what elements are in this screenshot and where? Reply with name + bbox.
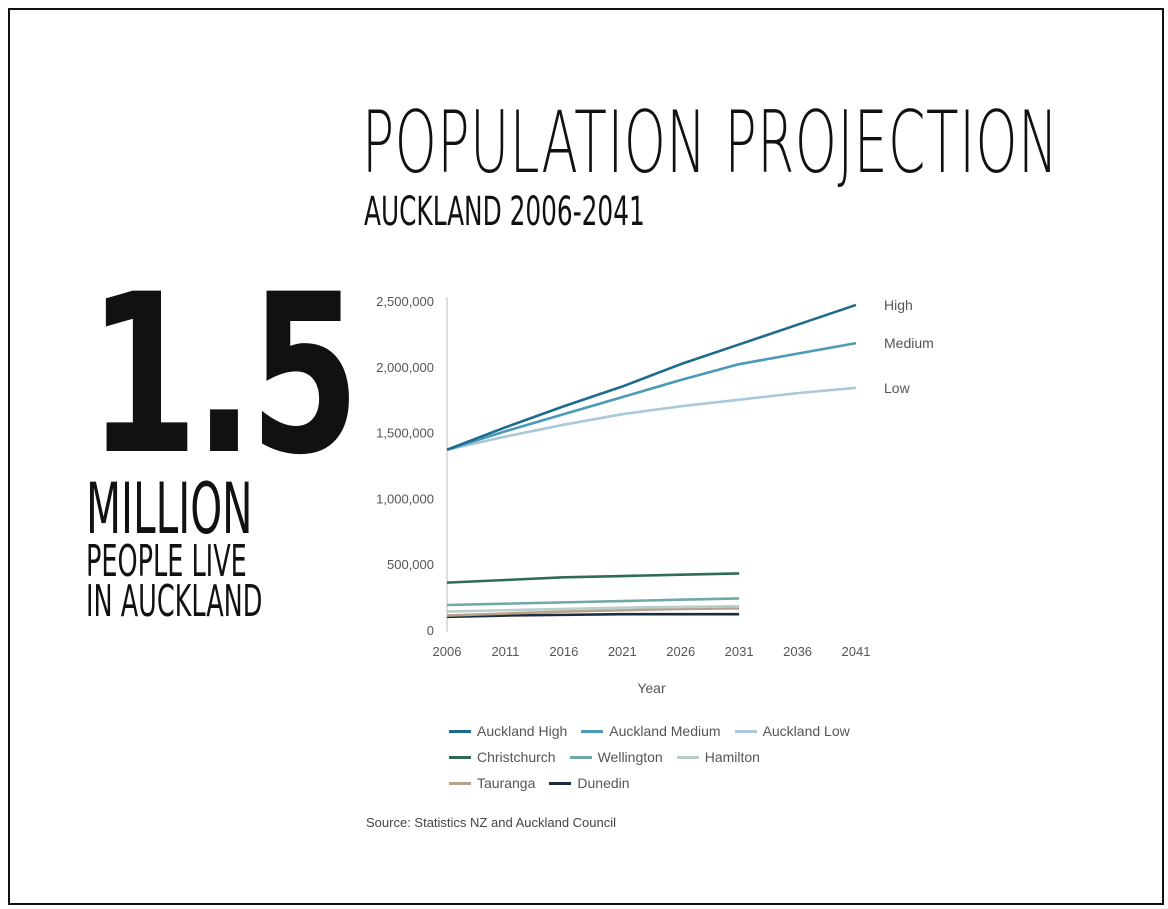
legend-label: Auckland High [477, 723, 568, 739]
y-tick-label: 2,500,000 [376, 294, 434, 309]
legend-swatch [734, 729, 757, 733]
series-line-tauranga [446, 606, 740, 617]
slide-title: POPULATION PROJECTION [362, 93, 1059, 193]
x-tick-label: 2031 [725, 644, 754, 659]
series-line-auckland-high [446, 303, 857, 451]
legend-swatch [449, 781, 471, 785]
y-tick-label: 0 [427, 623, 434, 638]
callout-caption: PEOPLE LIVE IN AUCKLAND [86, 536, 263, 627]
x-tick-label: 2011 [491, 644, 519, 659]
x-tick-label: 2036 [783, 644, 812, 659]
legend-label: Auckland Low [762, 723, 850, 739]
legend-swatch [449, 755, 471, 759]
legend-swatch [549, 781, 572, 785]
x-tick-label: 2041 [842, 644, 871, 659]
x-tick-label: 2026 [666, 644, 695, 659]
series-line-dunedin [446, 612, 740, 619]
series-end-label: Medium [884, 335, 934, 351]
y-tick-label: 2,000,000 [376, 360, 434, 375]
series-line-auckland-medium [446, 341, 857, 451]
slide-frame [8, 8, 1164, 905]
legend-row: Tauranga Dunedin [449, 770, 864, 796]
series-end-label: High [884, 297, 913, 313]
legend-item: Dunedin [549, 775, 630, 791]
legend-item: Auckland High [449, 723, 567, 739]
x-axis-label: Year [637, 680, 666, 696]
legend-item: Wellington [569, 749, 663, 765]
series-line-wellington [446, 597, 740, 607]
legend-label: Tauranga [477, 775, 536, 791]
legend-item: Auckland Medium [581, 723, 721, 739]
x-tick-label: 2016 [549, 644, 578, 659]
legend-label: Hamilton [704, 749, 760, 765]
y-tick-label: 500,000 [387, 557, 434, 572]
legend-swatch [676, 755, 699, 759]
y-tick-label: 1,500,000 [376, 426, 434, 441]
legend-swatch [449, 729, 471, 733]
callout-caption-line2: IN AUCKLAND [86, 576, 263, 627]
y-tick-label: 1,000,000 [376, 491, 434, 506]
legend-label: Wellington [597, 749, 663, 765]
legend-row: Christchurch Wellington Hamilton [449, 744, 864, 770]
series-line-hamilton [446, 605, 740, 613]
x-tick-label: 2006 [433, 644, 462, 659]
legend-label: Auckland Medium [609, 723, 721, 739]
legend-label: Christchurch [477, 749, 556, 765]
legend-swatch [569, 755, 592, 759]
callout-number: 1.5 [88, 247, 360, 503]
legend-label: Dunedin [577, 775, 630, 791]
callout-caption-line1: PEOPLE LIVE [86, 536, 247, 587]
legend-item: Auckland Low [734, 723, 850, 739]
series-end-label: Low [884, 380, 911, 396]
callout-unit: MILLION [86, 468, 253, 550]
x-tick-label: 2021 [608, 644, 637, 659]
legend-item: Hamilton [676, 749, 760, 765]
chart-legend: Auckland High Auckland Medium Auckland Low… [449, 718, 864, 796]
source-note: Source: Statistics NZ and Auckland Counc… [366, 815, 617, 830]
slide-subtitle: AUCKLAND 2006-2041 [364, 189, 645, 235]
series-line-christchurch [446, 572, 740, 584]
legend-row: Auckland High Auckland Medium Auckland Low [449, 718, 864, 744]
legend-item: Tauranga [449, 775, 535, 791]
legend-item: Christchurch [449, 749, 556, 765]
series-line-auckland-low [446, 386, 857, 451]
legend-swatch [581, 729, 604, 733]
